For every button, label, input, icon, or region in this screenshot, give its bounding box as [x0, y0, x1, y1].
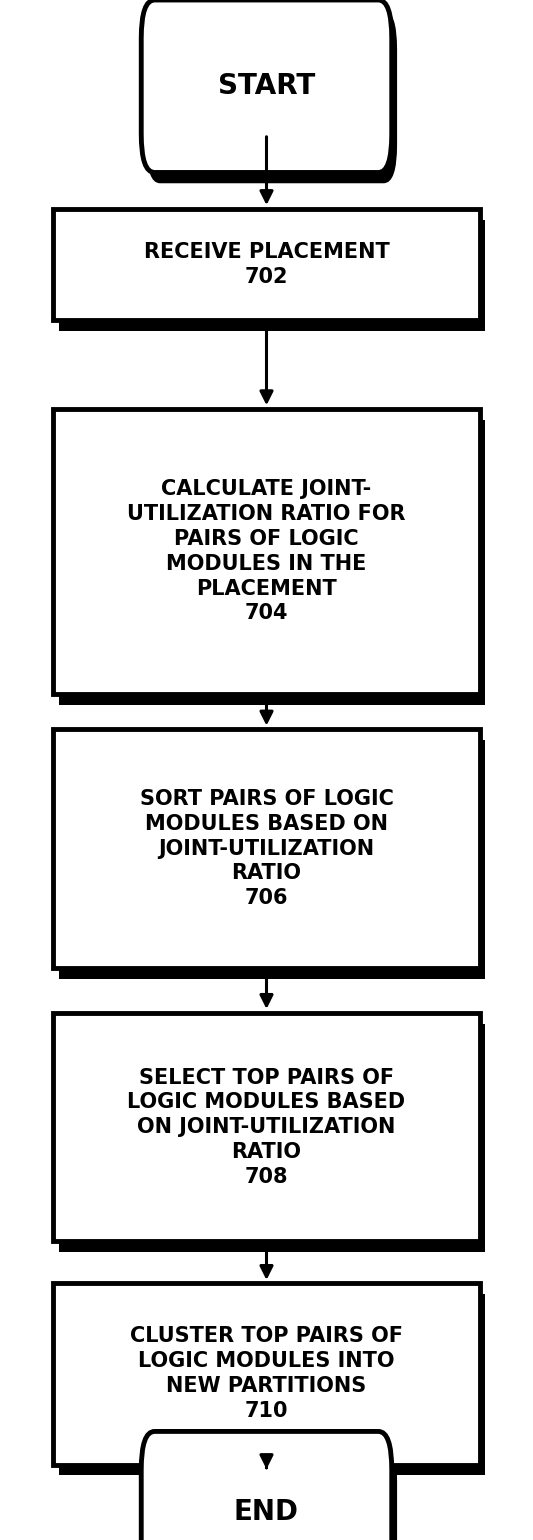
Bar	[59, 220, 485, 331]
Bar	[53, 730, 480, 969]
Text: RECEIVE PLACEMENT
702: RECEIVE PLACEMENT 702	[143, 242, 390, 288]
Bar	[59, 741, 485, 979]
FancyBboxPatch shape	[147, 11, 397, 183]
Text: START: START	[218, 72, 315, 100]
FancyBboxPatch shape	[141, 1432, 392, 1540]
Text: SELECT TOP PAIRS OF
LOGIC MODULES BASED
ON JOINT-UTILIZATION
RATIO
708: SELECT TOP PAIRS OF LOGIC MODULES BASED …	[127, 1067, 406, 1187]
FancyBboxPatch shape	[147, 1441, 397, 1540]
Bar	[53, 209, 480, 320]
Text: CLUSTER TOP PAIRS OF
LOGIC MODULES INTO
NEW PARTITIONS
710: CLUSTER TOP PAIRS OF LOGIC MODULES INTO …	[130, 1326, 403, 1421]
FancyBboxPatch shape	[141, 0, 392, 172]
Bar	[59, 420, 485, 705]
Bar	[53, 1283, 480, 1465]
Bar	[53, 1013, 480, 1241]
Bar	[53, 410, 480, 693]
Bar	[59, 1294, 485, 1475]
Bar	[59, 1024, 485, 1252]
Text: END: END	[234, 1498, 299, 1526]
Text: SORT PAIRS OF LOGIC
MODULES BASED ON
JOINT-UTILIZATION
RATIO
706: SORT PAIRS OF LOGIC MODULES BASED ON JOI…	[140, 788, 393, 909]
Text: CALCULATE JOINT-
UTILIZATION RATIO FOR
PAIRS OF LOGIC
MODULES IN THE
PLACEMENT
7: CALCULATE JOINT- UTILIZATION RATIO FOR P…	[127, 479, 406, 624]
